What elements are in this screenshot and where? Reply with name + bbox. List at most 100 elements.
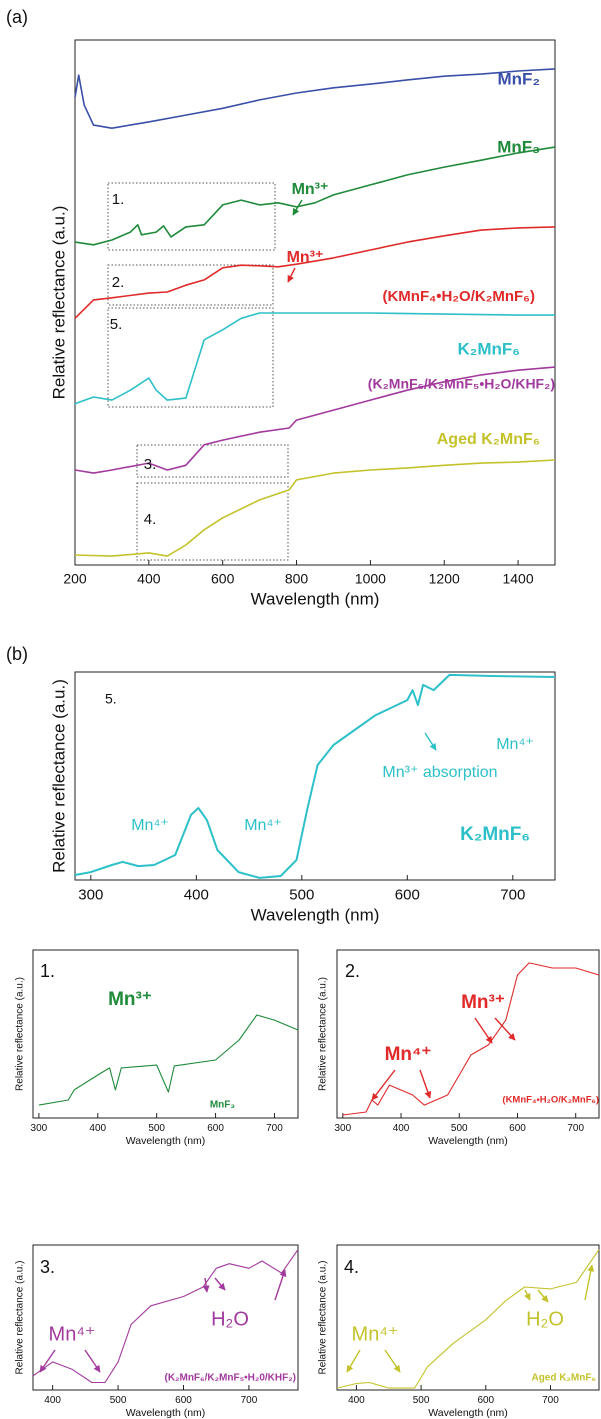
- annotation: Mn³⁺: [287, 249, 324, 266]
- arrow: [39, 1349, 56, 1373]
- x-tick-label: 500: [451, 1123, 468, 1134]
- x-axis-label: Wavelength (nm): [126, 1135, 206, 1147]
- series-label: Aged K₂MnF₆: [531, 1373, 596, 1384]
- series-line: [74, 459, 556, 557]
- x-tick-label: 400: [393, 1123, 410, 1134]
- series-line: [74, 366, 556, 474]
- x-tick-label: 400: [348, 1395, 365, 1406]
- annotation: Mn⁴⁺: [131, 817, 169, 834]
- series-line: [336, 1249, 600, 1389]
- series-line: [32, 1249, 299, 1384]
- x-tick-label: 500: [413, 1395, 430, 1406]
- series-line: [74, 68, 556, 129]
- annotation: Mn³⁺: [292, 181, 329, 198]
- annotation: 2.: [345, 961, 360, 981]
- annotation: 3.: [144, 456, 157, 473]
- x-tick-label: 400: [44, 1395, 61, 1406]
- x-tick-label: 600: [509, 1123, 526, 1134]
- annotation: Mn³⁺ absorption: [382, 764, 497, 781]
- arrow: [287, 267, 296, 283]
- x-tick-label: 500: [110, 1395, 127, 1406]
- annotation: Mn⁴⁺: [385, 1044, 432, 1065]
- y-axis-label: Relative reflectance (a.u.): [15, 977, 26, 1091]
- plot-frame: [32, 949, 299, 1119]
- annotation: 1.: [112, 191, 125, 208]
- x-tick-label: 600: [175, 1395, 192, 1406]
- series-line: [74, 146, 556, 246]
- x-tick-label: 700: [241, 1395, 258, 1406]
- arrow: [274, 1269, 287, 1301]
- arrow: [202, 1277, 210, 1293]
- plot-frame: [336, 949, 600, 1119]
- arrow: [84, 1349, 101, 1373]
- x-tick-label: 400: [184, 887, 209, 904]
- y-axis-label: Relative reflectance (a.u.): [15, 1261, 26, 1375]
- annotation: 5.: [105, 691, 117, 707]
- series-label: (K₂MnF₆/K₂MnF₅•H₂0/KHF₂): [165, 1373, 297, 1384]
- arrow: [537, 1289, 549, 1303]
- x-tick-label: 300: [334, 1123, 351, 1134]
- x-tick-label: 700: [266, 1123, 283, 1134]
- series-label: MnF₂: [498, 69, 540, 88]
- x-axis-label: Wavelength (nm): [251, 590, 380, 609]
- x-tick-label: 200: [63, 570, 87, 586]
- x-tick-label: 300: [78, 887, 103, 904]
- arrow: [524, 1289, 531, 1301]
- annotation: 5.: [110, 316, 123, 333]
- annotation: Mn³⁺: [108, 989, 152, 1010]
- plot-frame: [74, 39, 556, 566]
- series-label: (KMnF₄•H₂O/K₂MnF₆): [382, 288, 535, 305]
- y-axis-label: Relative reflectance (a.u.): [318, 1261, 329, 1375]
- x-tick-label: 1200: [429, 570, 460, 586]
- arrow: [474, 1017, 493, 1044]
- annotation: H₂O: [526, 1308, 564, 1330]
- arrow: [371, 1069, 396, 1101]
- x-tick-label: 1000: [355, 570, 386, 586]
- series-label: MnF₃: [210, 1100, 236, 1111]
- x-axis-label: Wavelength (nm): [126, 1407, 206, 1419]
- x-tick-label: 700: [500, 887, 525, 904]
- annotation: 4.: [144, 511, 157, 528]
- x-axis-label: Wavelength (nm): [251, 906, 380, 925]
- annotation: H₂O: [211, 1308, 249, 1330]
- panel-label: (a): [6, 7, 28, 27]
- y-axis-label: Relative reflectance (a.u.): [318, 977, 329, 1091]
- x-tick-label: 700: [567, 1123, 584, 1134]
- annotation: 2.: [112, 274, 125, 291]
- series-line: [74, 312, 555, 405]
- region-box: [136, 444, 289, 478]
- arrow: [494, 1017, 516, 1041]
- x-tick-label: 600: [477, 1395, 494, 1406]
- region-box: [107, 182, 276, 251]
- x-tick-label: 400: [137, 570, 161, 586]
- arrow: [419, 1069, 432, 1099]
- series-label: K₂MnF₆: [460, 824, 530, 845]
- annotation: 3.: [40, 1257, 55, 1277]
- annotation: Mn⁴⁺: [496, 736, 534, 753]
- region-box: [136, 482, 289, 561]
- y-axis-label: Relative reflectance (a.u.): [49, 679, 68, 873]
- series-label: (K₂MnF₆/K₂MnF₅•H₂O/KHF₂): [368, 376, 555, 392]
- x-tick-label: 800: [285, 570, 309, 586]
- plot-frame: [74, 671, 556, 881]
- annotation: 4.: [344, 1257, 359, 1277]
- series-line: [74, 226, 556, 319]
- region-box: [107, 264, 274, 306]
- series-line: [38, 1014, 299, 1106]
- plot-frame: [336, 1244, 600, 1391]
- arrow: [292, 199, 303, 216]
- x-tick-label: 700: [542, 1395, 559, 1406]
- annotation: Mn⁴⁺: [352, 1323, 399, 1345]
- x-tick-label: 600: [395, 887, 420, 904]
- plot-frame: [32, 1244, 299, 1391]
- y-axis-label: Relative reflectance (a.u.): [49, 206, 68, 400]
- annotation: Mn³⁺: [461, 992, 505, 1013]
- x-tick-label: 1400: [502, 570, 533, 586]
- x-tick-label: 600: [207, 1123, 224, 1134]
- series-line: [342, 962, 600, 1116]
- x-tick-label: 400: [89, 1123, 106, 1134]
- arrow: [346, 1349, 361, 1373]
- annotation: Mn⁴⁺: [244, 817, 282, 834]
- x-tick-label: 600: [211, 570, 235, 586]
